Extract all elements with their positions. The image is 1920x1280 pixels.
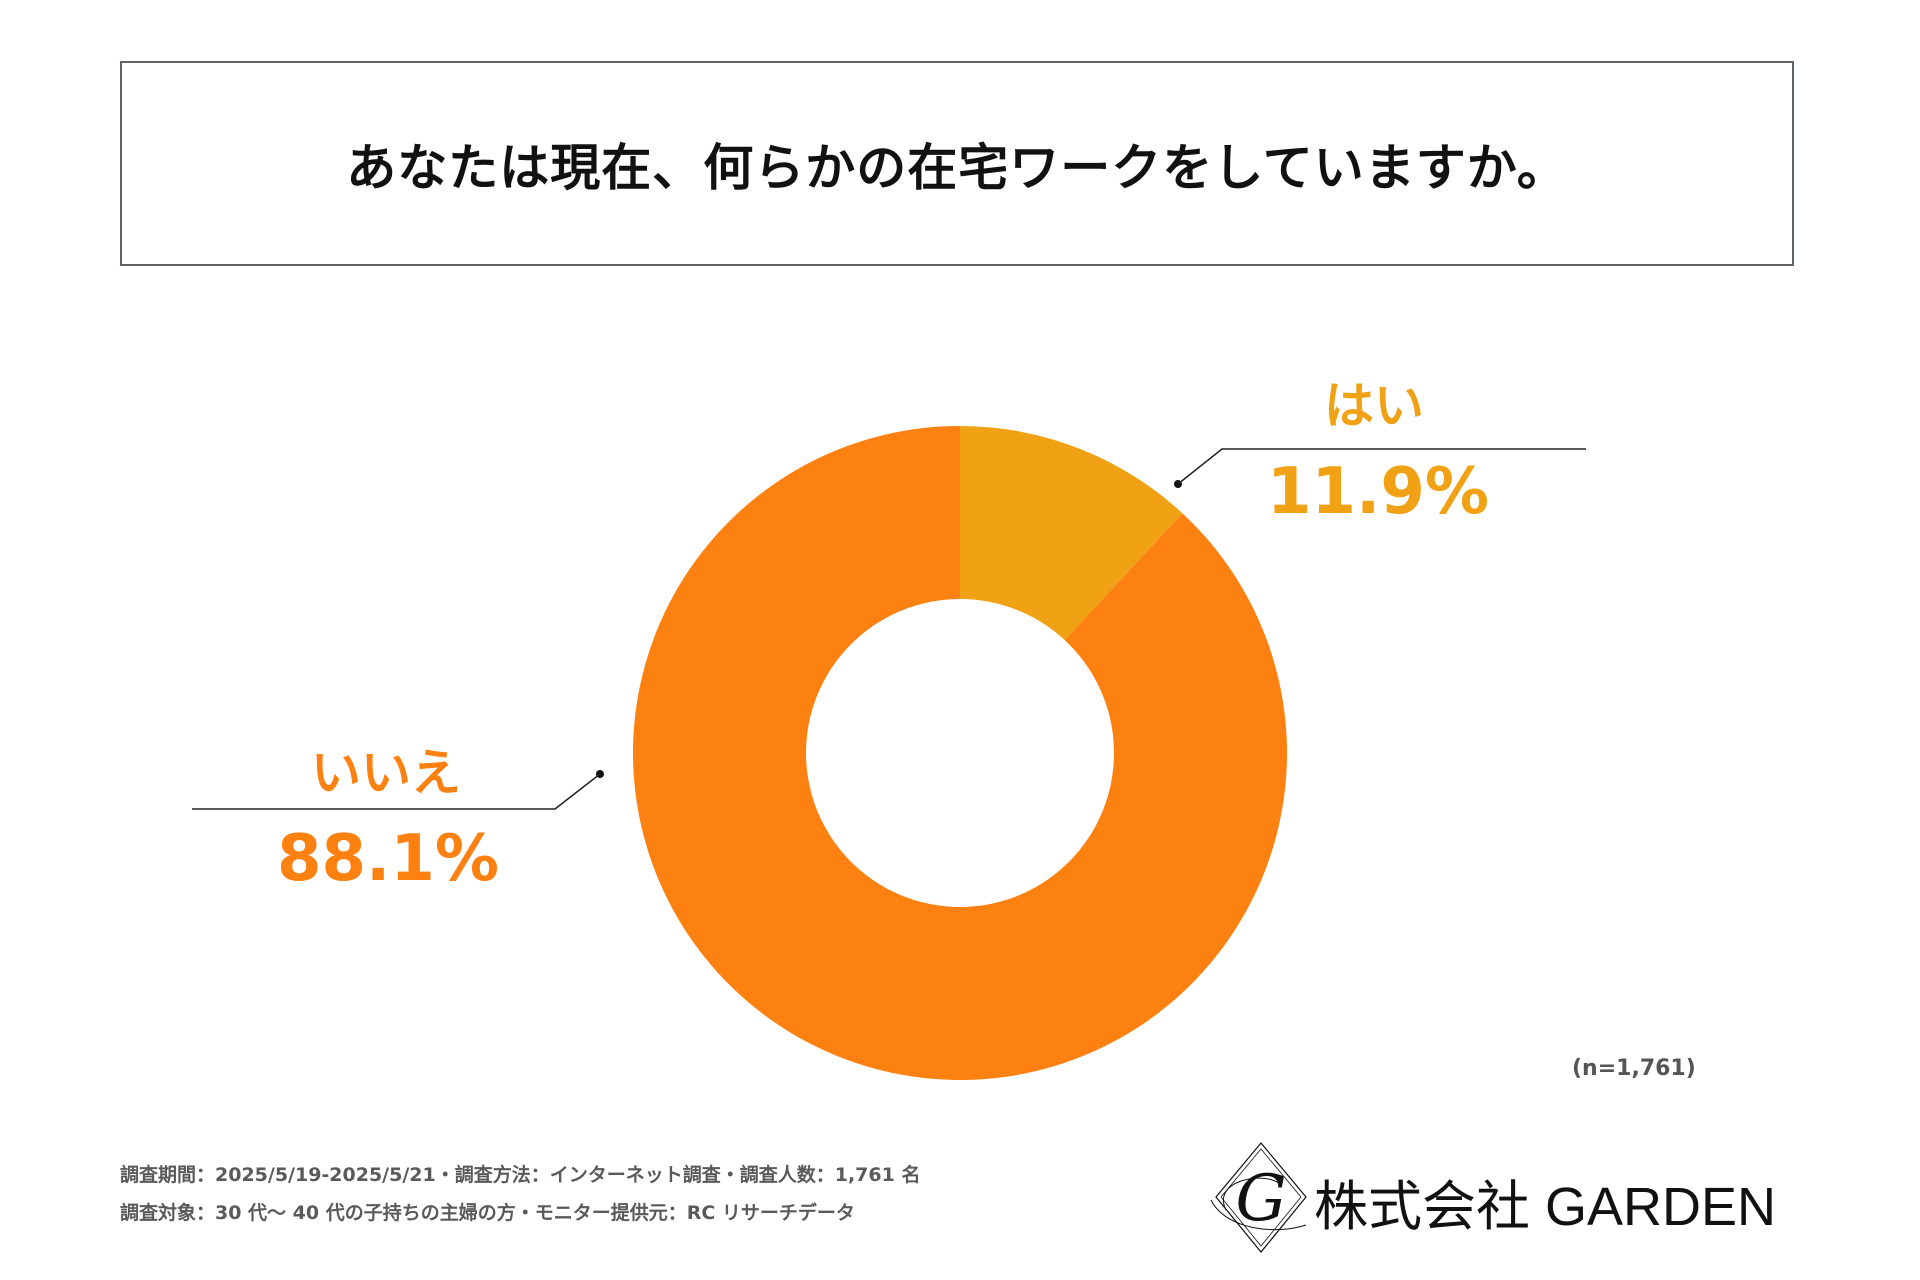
footer-survey-info: 調査期間：2025/5/19-2025/5/21・調査方法：インターネット調査・…	[120, 1164, 921, 1186]
footer-survey-target: 調査対象：30 代〜 40 代の子持ちの主婦の方・モニター提供元：RC リサーチ…	[120, 1202, 855, 1224]
garden-logo-mark-icon: G	[1210, 1142, 1307, 1253]
company-logo: G 株式会社 GARDEN	[1206, 1140, 1806, 1255]
chart-title: あなたは現在、何らかの在宅ワークをしていますか。	[346, 138, 1568, 197]
leader-line-no	[192, 770, 604, 810]
company-name: 株式会社 GARDEN	[1314, 1177, 1777, 1237]
category-label-yes: はい	[1324, 377, 1424, 435]
donut-slice-no	[632, 426, 1287, 1080]
svg-text:G: G	[1235, 1162, 1286, 1236]
leader-line-yes	[1174, 448, 1586, 488]
donut-slice-yes	[960, 426, 1183, 641]
value-label-yes: 11.9%	[1266, 455, 1490, 529]
sample-size: (n=1,761)	[1572, 1056, 1696, 1081]
category-label-no: いいえ	[311, 744, 461, 802]
title-box: あなたは現在、何らかの在宅ワークをしていますか。	[120, 61, 1794, 266]
value-label-no: 88.1%	[276, 822, 500, 896]
